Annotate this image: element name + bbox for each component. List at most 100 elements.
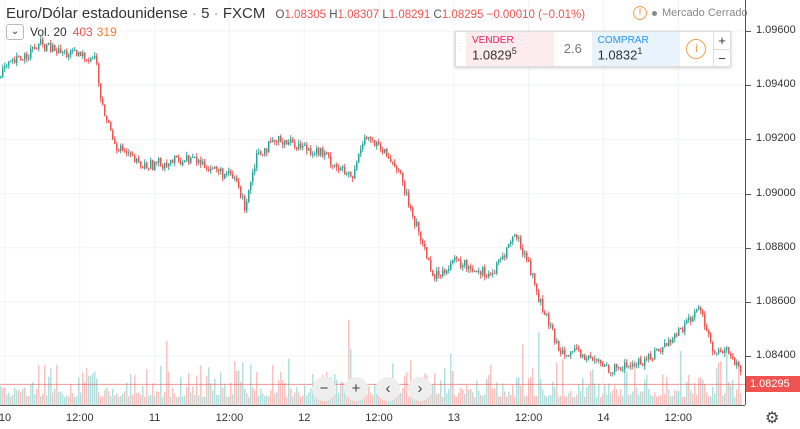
candle-body (40, 39, 42, 44)
candle-body (28, 58, 30, 60)
volume-bar (370, 392, 372, 405)
candle-body (570, 352, 572, 356)
candle-body (222, 168, 224, 179)
info-button[interactable]: i (680, 32, 714, 66)
volume-bar (434, 373, 436, 405)
volume-bar (138, 392, 140, 405)
volume-bar (28, 396, 30, 405)
price-tick-label: 1.09200 (746, 132, 796, 145)
candle-body (264, 148, 266, 155)
candle-body (322, 148, 324, 156)
volume-bar (562, 359, 564, 405)
candle-body (50, 43, 52, 52)
volume-bar (256, 372, 258, 405)
volume-bar (484, 394, 486, 405)
price-tick-label: 1.09400 (746, 78, 796, 91)
gear-icon[interactable]: ⚙ (765, 410, 780, 427)
volume-bar (226, 396, 228, 405)
candle-body (468, 266, 470, 270)
volume-bar (630, 393, 632, 405)
candle-body (166, 163, 168, 167)
volume-bar (80, 392, 82, 405)
candle-body (82, 52, 84, 57)
volume-bar (172, 387, 174, 405)
candle-body (218, 169, 220, 172)
volume-bar (394, 393, 396, 405)
volume-bar (142, 385, 144, 405)
candle-body (674, 334, 676, 339)
candle-body (738, 361, 740, 366)
candle-body (614, 364, 616, 373)
candle-body (638, 358, 640, 365)
candle-body (126, 151, 128, 154)
candle-body (526, 252, 528, 260)
info-icon: i (686, 39, 707, 59)
candle-body (376, 141, 378, 147)
candle-body (710, 334, 712, 343)
scroll-left-button[interactable]: ‹ (376, 377, 400, 401)
time-axis[interactable]: 10 12:00 11 12:00 12 12:00 13 12:00 14 12:00 (0, 405, 745, 429)
volume-bar (520, 385, 522, 405)
volume-bar (642, 391, 644, 405)
time-tick-label: 12:00 (664, 412, 693, 424)
candle-body (490, 273, 492, 275)
interval: 5 (201, 5, 210, 22)
volume-bar (8, 392, 10, 405)
volume-bar (494, 387, 496, 405)
symbol-name[interactable]: Euro/Dólar estadounidense (6, 5, 188, 22)
volume-bar (402, 388, 404, 405)
warning-icon[interactable]: ! (633, 6, 647, 20)
volume-bar (378, 394, 380, 405)
chart-navigation: − + ‹ › (312, 377, 432, 401)
candle-body (196, 157, 198, 164)
candle-body (460, 260, 462, 268)
candle-body (708, 330, 710, 335)
candle-body (378, 141, 380, 145)
zoom-in-button[interactable]: + (344, 377, 368, 401)
candle-body (192, 157, 194, 159)
candle-body (326, 152, 328, 154)
scroll-right-button[interactable]: › (408, 377, 432, 401)
volume-bar (638, 394, 640, 405)
buy-button[interactable]: COMPRAR 1.08321 (591, 32, 680, 66)
price-tick-label: 1.08600 (746, 294, 796, 307)
drag-handle-icon[interactable]: ⋮⋮ (456, 42, 472, 51)
volume-bar (508, 391, 510, 405)
volume-bar (100, 396, 102, 405)
candle-body (566, 355, 568, 357)
sell-button[interactable]: VENDER 1.08295 (466, 32, 555, 66)
volume-bar (382, 395, 384, 405)
volume-bar (574, 396, 576, 405)
volume-bar (534, 395, 536, 405)
volume-bar (736, 389, 738, 405)
candle-body (162, 165, 164, 169)
candle-body (474, 270, 476, 272)
price-axis[interactable]: 1.09600 1.09400 1.09200 1.09000 1.08800 1.086… (745, 0, 800, 405)
candle-body (398, 169, 400, 171)
candle-body (626, 362, 628, 367)
candle-body (146, 163, 148, 169)
candle-body (380, 144, 382, 150)
zoom-out-button[interactable]: − (312, 377, 336, 401)
candle-body (562, 349, 564, 355)
candle-body (588, 355, 590, 359)
decrease-button[interactable]: − (718, 51, 726, 66)
volume-bar (136, 393, 138, 405)
candle-body (104, 104, 106, 117)
candle-body (538, 291, 540, 302)
volume-bar (482, 395, 484, 405)
candle-body (212, 168, 214, 170)
volume-bar (210, 383, 212, 405)
time-tick-label: 12:00 (514, 412, 543, 424)
candle-body (662, 347, 664, 352)
candle-body (254, 167, 256, 173)
candle-body (240, 187, 242, 198)
chevron-down-icon[interactable]: ⌄ (6, 24, 24, 40)
candle-body (718, 350, 720, 353)
candle-body (324, 152, 326, 156)
chart-plot-area[interactable] (0, 0, 745, 405)
volume-bar (300, 396, 302, 405)
candle-body (630, 365, 632, 367)
candle-body (520, 237, 522, 248)
increase-button[interactable]: + (714, 32, 730, 50)
